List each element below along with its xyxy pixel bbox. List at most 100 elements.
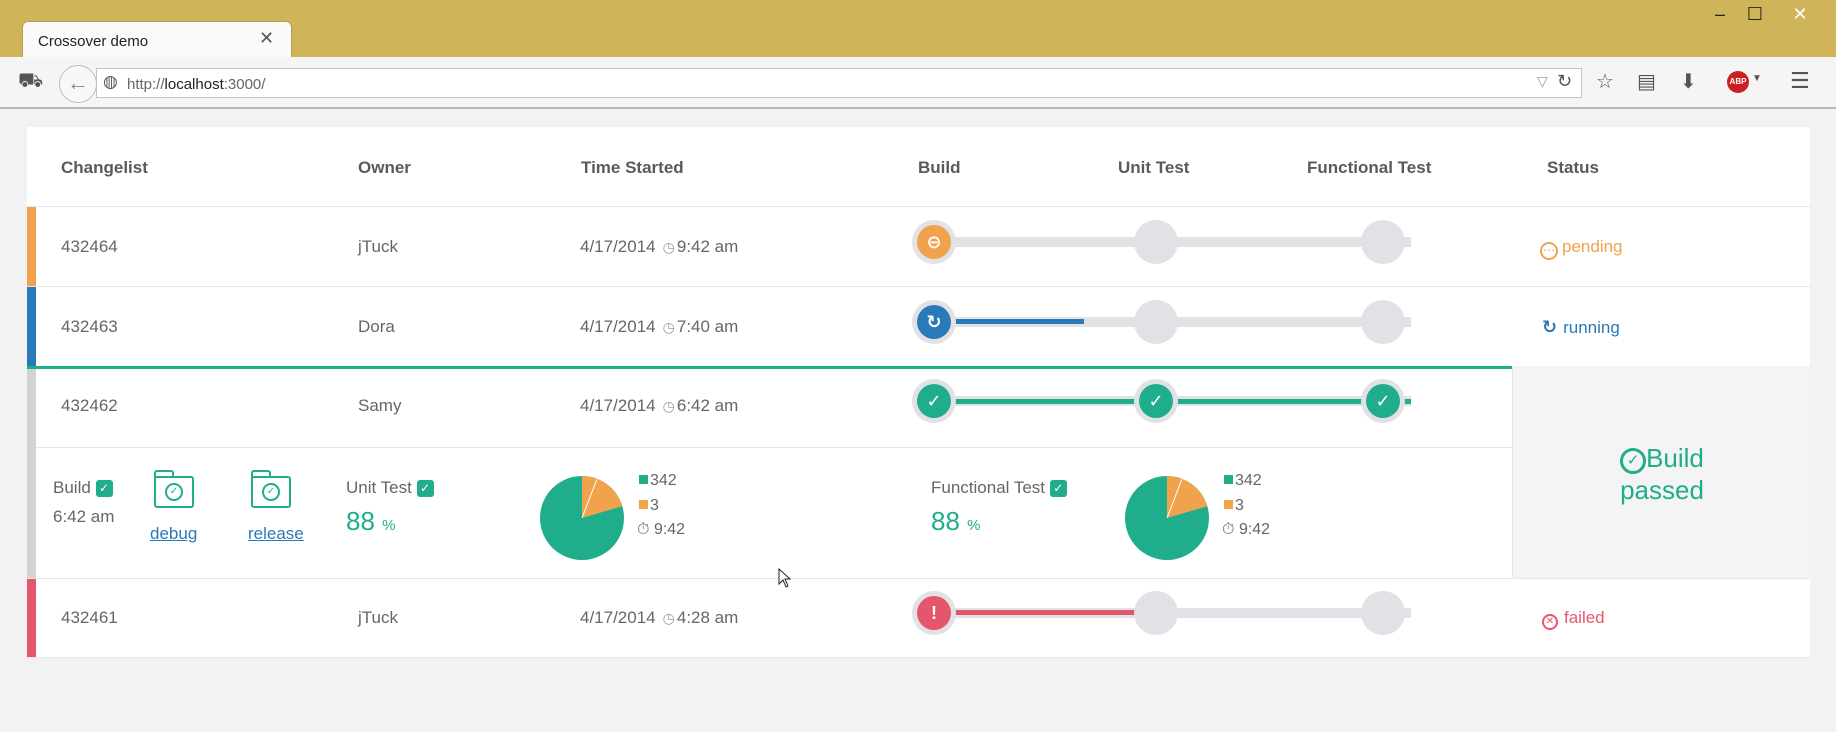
functional-test-legend-passed: 342 — [1224, 472, 1262, 490]
reload-icon[interactable]: ↻ — [1557, 71, 1573, 91]
build-node[interactable]: ✓ — [912, 379, 956, 423]
debug-folder-icon[interactable]: ✓ — [154, 470, 194, 508]
download-icon[interactable]: ⬇ — [1680, 71, 1697, 93]
unit-test-pie-chart — [540, 476, 624, 560]
checkbox-checked-icon: ✓ — [95, 480, 113, 497]
reading-list-icon[interactable]: ▤ — [1637, 71, 1656, 93]
check-icon: ✓ — [917, 384, 951, 418]
pending-icon: ⋯ — [1540, 242, 1558, 260]
functional-test-node[interactable]: ✓ — [1361, 379, 1405, 423]
changelist-cell: 432463 — [61, 317, 118, 336]
pie-divider — [581, 478, 598, 519]
browser-titlebar: Crossover demo ✕ ‒ ☐ ✕ — [0, 0, 1836, 57]
pie-slice-failed — [582, 476, 623, 518]
minimize-icon[interactable]: ‒ — [1714, 4, 1725, 24]
adblock-dropdown-icon[interactable]: ▼ — [1752, 73, 1762, 84]
stopwatch-icon: ⏱ — [637, 521, 650, 538]
header-build[interactable]: Build — [918, 158, 961, 177]
table-row[interactable]: 432464 jTuck 4/17/2014 ◷ 9:42 am ⊖ ⋯ pendin… — [27, 206, 1810, 286]
debug-link[interactable]: debug — [150, 524, 198, 543]
functional-test-percent: 88 % — [931, 506, 981, 536]
owner-cell: Samy — [358, 396, 402, 415]
changelist-cell: 432461 — [61, 608, 118, 627]
status-badge: ↻ running — [1542, 317, 1620, 337]
table-row-expanded[interactable]: 432462 Samy 4/17/2014 ◷ 6:42 am ✓ ✓ ✓ Buil… — [27, 366, 1512, 578]
unit-test-percent: 88 % — [346, 506, 396, 536]
clock-icon: ◷ — [662, 319, 675, 335]
exclamation-icon: ! — [917, 596, 951, 630]
time-started-cell: 4/17/2014 ◷ 6:42 am — [580, 396, 739, 415]
build-progress-bar — [933, 319, 1084, 324]
adblock-icon[interactable]: ABP — [1727, 71, 1749, 93]
unit-test-legend-passed: 342 — [639, 472, 677, 490]
build-node[interactable]: ↻ — [912, 300, 956, 344]
browser-tab[interactable]: Crossover demo ✕ — [22, 21, 292, 57]
functional-test-node[interactable] — [1361, 300, 1405, 344]
header-functional-test[interactable]: Functional Test — [1307, 158, 1432, 177]
header-unit-test[interactable]: Unit Test — [1118, 158, 1190, 177]
pending-icon: ⊖ — [917, 225, 951, 259]
clock-icon: ◷ — [662, 610, 675, 626]
back-button[interactable]: ← — [59, 65, 97, 103]
check-icon: ✓ — [1366, 384, 1400, 418]
tab-title: Crossover demo — [38, 33, 149, 50]
table-row[interactable]: 432461 jTuck 4/17/2014 ◷ 4:28 am ! ✕ failed — [27, 578, 1810, 658]
header-owner[interactable]: Owner — [358, 158, 411, 177]
unit-test-node[interactable] — [1134, 220, 1178, 264]
globe-icon: ◍ — [103, 72, 118, 91]
functional-test-duration: ⏱ 9:42 — [1222, 521, 1271, 538]
time-started-cell: 4/17/2014 ◷ 4:28 am — [580, 608, 739, 627]
row-status-stripe — [27, 207, 36, 286]
unit-test-legend-failed: 3 — [639, 497, 659, 515]
close-tab-icon[interactable]: ✕ — [259, 28, 275, 48]
dropdown-icon[interactable]: ▽ — [1537, 73, 1548, 89]
checkbox-checked-icon: ✓ — [416, 480, 434, 497]
build-passed-status: ✓ Build passed — [1620, 443, 1704, 505]
build-node[interactable]: ! — [912, 591, 956, 635]
unit-test-node[interactable] — [1134, 591, 1178, 635]
pie-slice-failed — [1167, 476, 1208, 518]
functional-test-legend-failed: 3 — [1224, 497, 1244, 515]
owner-cell: jTuck — [358, 237, 398, 256]
time-started-cell: 4/17/2014 ◷ 9:42 am — [580, 237, 739, 256]
row-status-stripe — [27, 287, 36, 366]
status-badge: ✕ failed — [1542, 608, 1605, 630]
build-node[interactable]: ⊖ — [912, 220, 956, 264]
identity-icon[interactable]: ⛟ — [18, 70, 44, 92]
unit-test-node[interactable] — [1134, 300, 1178, 344]
time-started-cell: 4/17/2014 ◷ 7:40 am — [580, 317, 739, 336]
bookmark-star-icon[interactable]: ☆ — [1596, 71, 1614, 93]
header-changelist[interactable]: Changelist — [61, 158, 148, 177]
browser-navbar: ⛟ ◍ http://localhost:3000/ ▽ ↻ ← ☆ ▤ ⬇ A… — [0, 57, 1836, 109]
build-detail-label: Build ✓ — [53, 478, 113, 498]
pie-divider — [1166, 478, 1183, 519]
row-status-stripe — [27, 369, 36, 578]
clock-icon: ◷ — [662, 398, 675, 414]
release-link[interactable]: release — [248, 524, 304, 543]
owner-cell: Dora — [358, 317, 395, 336]
maximize-icon[interactable]: ☐ — [1746, 4, 1764, 24]
close-window-icon[interactable]: ✕ — [1792, 4, 1808, 24]
release-folder-icon[interactable]: ✓ — [251, 470, 291, 508]
unit-test-duration: ⏱ 9:42 — [637, 521, 686, 538]
url-bar[interactable]: ◍ http://localhost:3000/ ▽ ↻ — [96, 68, 1582, 98]
refresh-icon: ↻ — [1542, 317, 1558, 337]
menu-icon[interactable]: ☰ — [1790, 68, 1810, 93]
refresh-icon: ↻ — [917, 305, 951, 339]
status-badge: ⋯ pending — [1540, 237, 1623, 260]
check-icon: ✓ — [1139, 384, 1173, 418]
url-text: http://localhost:3000/ — [127, 76, 266, 93]
checkbox-checked-icon: ✓ — [1049, 480, 1067, 497]
header-time-started[interactable]: Time Started — [581, 158, 684, 177]
functional-test-node[interactable] — [1361, 591, 1405, 635]
stopwatch-icon: ⏱ — [1222, 521, 1235, 538]
mouse-cursor-icon — [778, 568, 792, 588]
divider — [36, 447, 1512, 448]
table-row[interactable]: 432463 Dora 4/17/2014 ◷ 7:40 am ↻ ↻ running — [27, 286, 1810, 366]
clock-icon: ◷ — [662, 239, 675, 255]
functional-test-node[interactable] — [1361, 220, 1405, 264]
header-status[interactable]: Status — [1547, 158, 1599, 177]
unit-test-node[interactable]: ✓ — [1134, 379, 1178, 423]
build-detail-time: 6:42 am — [53, 507, 115, 526]
unit-test-detail-label: Unit Test ✓ — [346, 478, 434, 498]
